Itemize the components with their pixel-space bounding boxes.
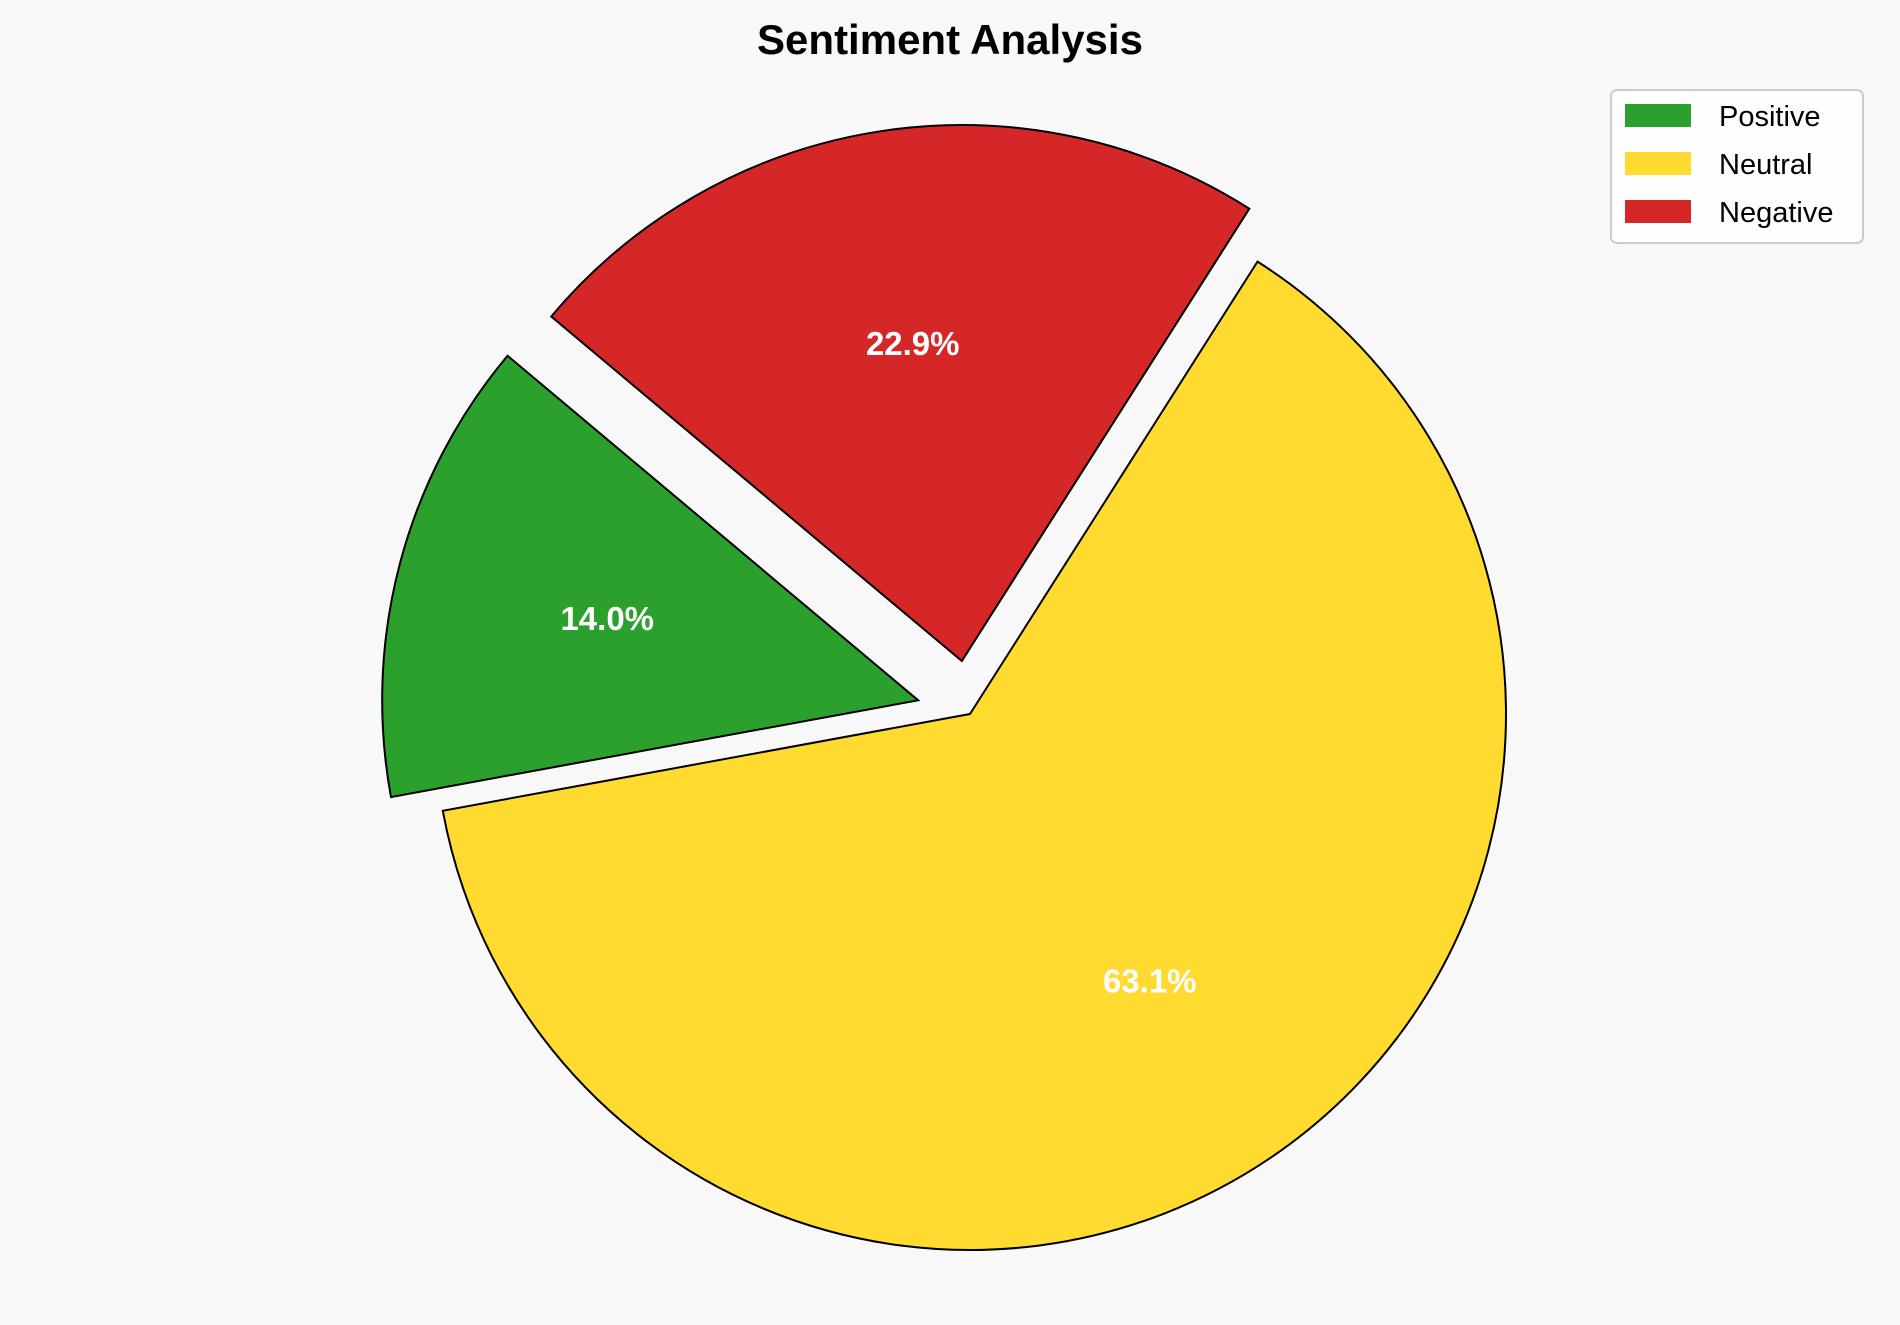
legend-label-neutral: Neutral <box>1719 149 1813 181</box>
legend-swatch-neutral <box>1625 152 1691 175</box>
legend-label-negative: Negative <box>1719 197 1833 229</box>
legend-label-positive: Positive <box>1719 101 1821 133</box>
pie-label-negative: 22.9% <box>866 325 960 362</box>
pie-label-neutral: 63.1% <box>1103 963 1197 1000</box>
pie-wedge-negative <box>549 124 1251 663</box>
pie-labels: 14.0% 63.1% 22.9% <box>560 325 1196 999</box>
pie-wedge-positive <box>381 354 921 799</box>
legend-swatch-positive <box>1625 104 1691 127</box>
chart-title: Sentiment Analysis <box>757 16 1143 63</box>
legend: Positive Neutral Negative <box>1610 89 1864 244</box>
pie-label-positive: 14.0% <box>560 600 654 637</box>
pie-wedges <box>381 124 1507 1251</box>
pie-wedge-neutral <box>441 260 1507 1251</box>
legend-swatch-negative <box>1625 200 1691 223</box>
